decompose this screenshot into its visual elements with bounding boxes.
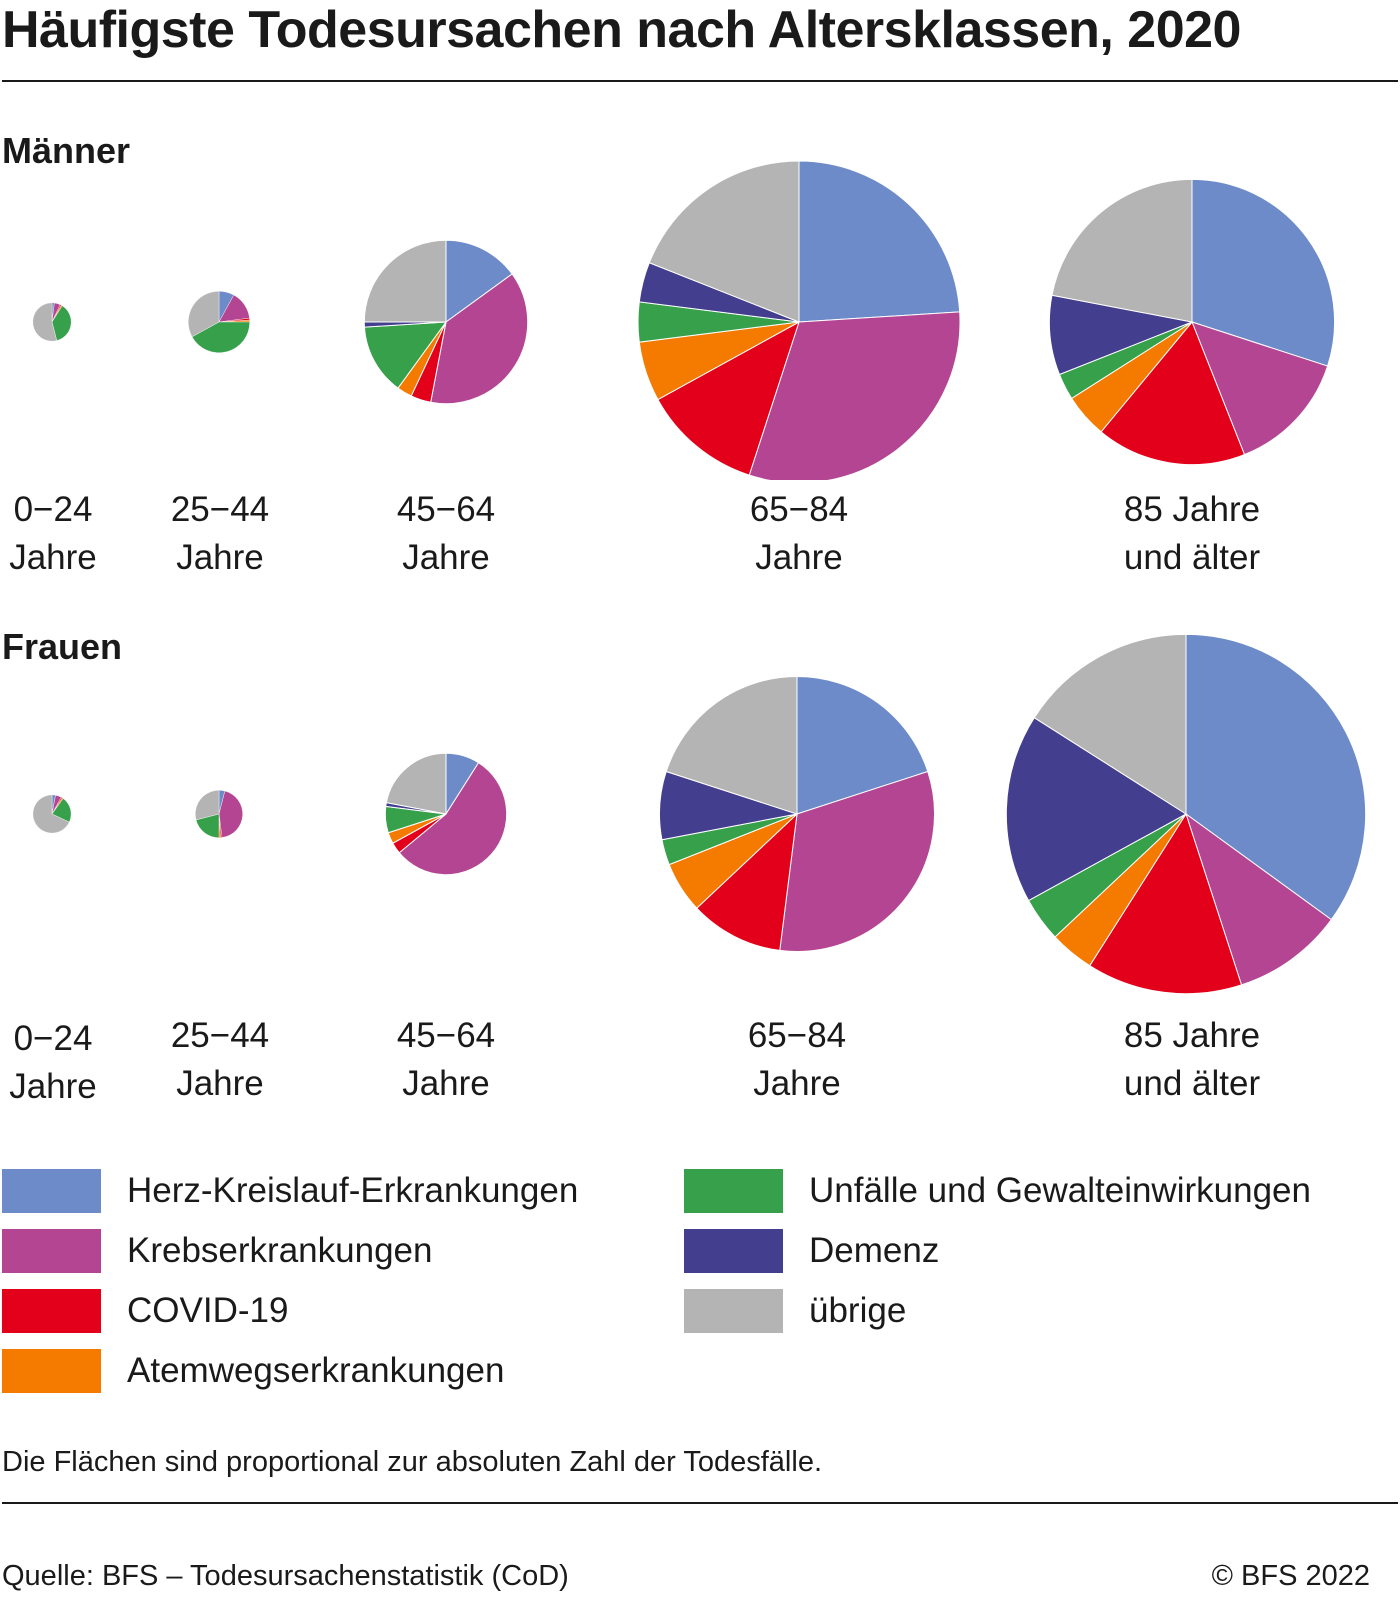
pie-slice-covid bbox=[1100, 321, 1246, 466]
legend-item-uebrige: übrige bbox=[684, 1288, 906, 1334]
pie-slice-uebrige bbox=[1033, 633, 1187, 815]
legend-label-demenz: Demenz bbox=[809, 1231, 940, 1270]
legend-swatch-atemweg bbox=[2, 1349, 101, 1393]
age-label-maenner-2: 45−64 Jahre bbox=[396, 490, 496, 577]
legend-item-herz-kreislauf: Herz-Kreislauf-Erkrankungen bbox=[2, 1168, 578, 1214]
pie-frauen-3 bbox=[659, 676, 935, 952]
pie-slice-uebrige bbox=[1051, 178, 1193, 323]
age-label-maenner-3: 65−84 Jahre bbox=[749, 490, 849, 577]
pie-slice-uebrige bbox=[188, 291, 220, 338]
legend-item-covid: COVID-19 bbox=[2, 1288, 288, 1334]
pie-slice-unfaelle bbox=[51, 305, 72, 341]
pie-frauen-4 bbox=[1005, 633, 1367, 995]
age-label-frauen-2: 45−64 Jahre bbox=[396, 1016, 496, 1103]
age-label-frauen-3: 65−84 Jahre bbox=[747, 1016, 847, 1103]
pie-slice-herz-kreislauf bbox=[1191, 178, 1336, 367]
section-label-maenner: Männer bbox=[2, 130, 131, 171]
pie-frauen-1 bbox=[195, 790, 243, 838]
chart-title: Häufigste Todesursachen nach Altersklass… bbox=[2, 1, 1241, 59]
pie-slice-krebs bbox=[1185, 812, 1333, 986]
pie-slice-krebs bbox=[398, 762, 508, 876]
pie-slice-herz-kreislauf bbox=[796, 676, 929, 815]
pie-slice-uebrige bbox=[648, 160, 800, 323]
pie-panel-frauen bbox=[32, 633, 1367, 995]
bottom-rule bbox=[2, 1502, 1398, 1504]
pie-maenner-4 bbox=[1048, 178, 1336, 466]
pie-slice-uebrige bbox=[195, 790, 220, 821]
legend-item-krebs: Krebserkrankungen bbox=[2, 1228, 432, 1274]
age-label-frauen-4: 85 Jahre und älter bbox=[1123, 1016, 1261, 1103]
pie-slice-krebs bbox=[218, 790, 243, 838]
pie-slice-krebs bbox=[430, 273, 529, 405]
legend-item-atemweg: Atemwegserkrankungen bbox=[2, 1348, 504, 1394]
pie-slice-uebrige bbox=[385, 752, 447, 815]
pie-slice-demenz bbox=[1048, 294, 1194, 376]
legend-label-covid: COVID-19 bbox=[127, 1291, 289, 1330]
legend-swatch-krebs bbox=[2, 1229, 101, 1273]
pie-slice-herz-kreislauf bbox=[445, 239, 513, 323]
age-label-frauen-1: 25−44 Jahre bbox=[170, 1016, 270, 1103]
pie-panel-maenner bbox=[32, 160, 1336, 480]
legend-swatch-herz-kreislauf bbox=[2, 1169, 101, 1213]
pie-slice-krebs bbox=[1191, 321, 1329, 456]
pie-slice-herz-kreislauf bbox=[1185, 633, 1367, 921]
pie-slice-demenz bbox=[1005, 717, 1187, 902]
pie-slice-covid bbox=[1089, 812, 1243, 995]
legend-swatch-covid bbox=[2, 1289, 101, 1333]
legend-label-herz-kreislauf: Herz-Kreislauf-Erkrankungen bbox=[127, 1171, 579, 1210]
pie-slice-uebrige bbox=[32, 794, 70, 834]
legend-swatch-uebrige bbox=[684, 1289, 783, 1333]
legend-label-krebs: Krebserkrankungen bbox=[127, 1231, 433, 1270]
legend-swatch-demenz bbox=[684, 1229, 783, 1273]
pie-frauen-0 bbox=[32, 794, 72, 834]
pie-slice-covid bbox=[657, 320, 800, 476]
pie-slice-unfaelle bbox=[363, 321, 448, 389]
pie-maenner-2 bbox=[363, 239, 529, 405]
age-label-maenner-4: 85 Jahre und älter bbox=[1123, 490, 1261, 577]
pie-slice-uebrige bbox=[665, 676, 798, 815]
pie-maenner-0 bbox=[32, 302, 72, 342]
legend-swatch-unfaelle bbox=[684, 1169, 783, 1213]
legend-item-demenz: Demenz bbox=[684, 1228, 939, 1274]
pie-maenner-1 bbox=[188, 291, 250, 353]
pie-slice-krebs bbox=[748, 311, 961, 480]
pie-frauen-2 bbox=[384, 752, 508, 876]
pie-slice-herz-kreislauf bbox=[798, 160, 961, 323]
pie-slice-covid bbox=[696, 812, 798, 951]
pie-slice-krebs bbox=[779, 770, 935, 952]
copyright-text: © BFS 2022 bbox=[1211, 1560, 1370, 1592]
legend-label-unfaelle: Unfälle und Gewalteinwirkungen bbox=[809, 1171, 1311, 1210]
legend-label-atemweg: Atemwegserkrankungen bbox=[127, 1351, 505, 1390]
pie-slice-uebrige bbox=[32, 302, 58, 342]
pie-slice-unfaelle bbox=[191, 321, 250, 353]
chart-note: Die Flächen sind proportional zur absolu… bbox=[2, 1446, 823, 1478]
age-label-maenner-0: 0−24 Jahre bbox=[9, 490, 97, 577]
age-label-frauen-0: 0−24 Jahre bbox=[9, 1019, 97, 1106]
legend-item-unfaelle: Unfälle und Gewalteinwirkungen bbox=[684, 1168, 1311, 1214]
age-label-maenner-1: 25−44 Jahre bbox=[170, 490, 270, 577]
legend: Herz-Kreislauf-Erkrankungen Krebserkrank… bbox=[0, 1168, 1400, 1408]
source-text: Quelle: BFS – Todesursachenstatistik (Co… bbox=[2, 1560, 569, 1592]
top-rule bbox=[2, 80, 1398, 82]
section-label-frauen: Frauen bbox=[2, 626, 123, 667]
legend-label-uebrige: übrige bbox=[809, 1291, 907, 1330]
pie-maenner-3 bbox=[637, 160, 961, 480]
pie-slice-uebrige bbox=[363, 239, 447, 323]
